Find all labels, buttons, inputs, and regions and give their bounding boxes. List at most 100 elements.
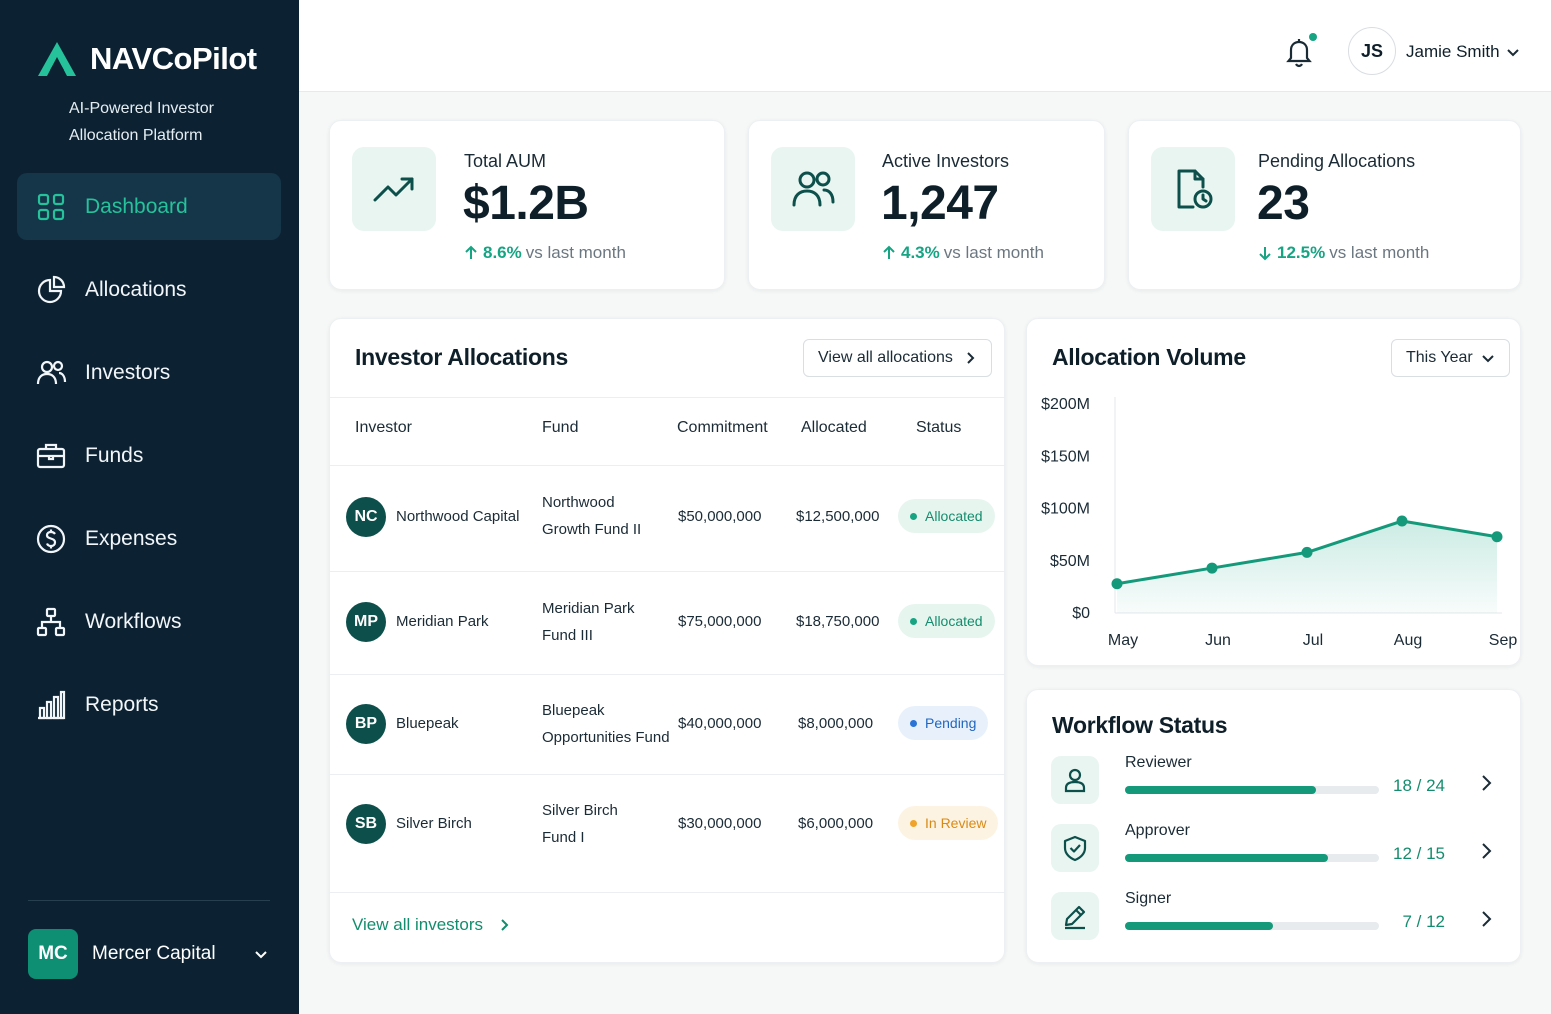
sidebar-item-label: Funds <box>85 443 144 467</box>
users-icon <box>792 171 835 207</box>
column-header-allocated[interactable]: Allocated <box>801 419 867 436</box>
users-icon <box>36 360 67 384</box>
fund-name-line1: Silver Birch <box>542 802 618 819</box>
pen-icon <box>1064 905 1086 930</box>
workflow-item-signer[interactable]: Signer 7 / 12 <box>1051 890 1501 942</box>
stat-change-percent: 8.6% <box>483 243 522 262</box>
arrow-up-icon <box>883 245 895 259</box>
allocation-volume-card: Allocation Volume This Year $0 $50M $100M $… <box>1026 318 1521 666</box>
briefcase-icon <box>36 443 66 468</box>
chevron-right-icon[interactable] <box>1477 842 1495 860</box>
table-row[interactable]: SB Silver Birch Silver Birch Fund I $30,… <box>330 775 1005 875</box>
bell-icon[interactable] <box>1284 36 1314 68</box>
sidebar-item-label: Workflows <box>85 609 182 633</box>
status-label: In Review <box>925 815 987 831</box>
investor-avatar: BP <box>346 704 386 744</box>
allocated-value: $12,500,000 <box>796 508 880 525</box>
table-divider <box>330 892 1005 893</box>
sidebar-item-investors[interactable]: Investors <box>17 339 281 406</box>
user-name[interactable]: Jamie Smith <box>1406 42 1500 61</box>
workflow-status-card: Workflow Status Reviewer 18 / 24 Approve… <box>1026 689 1521 963</box>
chart-data-point[interactable] <box>1301 546 1313 558</box>
progress-track <box>1125 786 1379 794</box>
sidebar-item-label: Allocations <box>85 277 187 301</box>
table-row[interactable]: BP Bluepeak Bluepeak Opportunities Fund … <box>330 675 1005 775</box>
fund-name-line2: Fund I <box>542 829 585 846</box>
card-title: Investor Allocations <box>355 344 568 370</box>
allocated-value: $6,000,000 <box>798 815 874 832</box>
workflow-label: Reviewer <box>1125 754 1192 771</box>
chevron-right-icon[interactable] <box>1477 910 1495 928</box>
investor-avatar: SB <box>346 804 386 844</box>
stat-card-active-investors: Active Investors 1,247 4.3% vs last mont… <box>748 120 1105 290</box>
y-tick-label: $150M <box>1041 448 1090 465</box>
org-switcher[interactable]: MC Mercer Capital <box>28 928 270 980</box>
brand-name: NAVCoPilot <box>90 41 257 76</box>
sidebar-item-allocations[interactable]: Allocations <box>17 256 281 323</box>
chevron-down-icon[interactable] <box>1505 44 1521 60</box>
status-badge: Pending <box>898 706 989 740</box>
stat-change-percent: 12.5% <box>1277 243 1326 262</box>
investor-name: Meridian Park <box>396 613 489 630</box>
sidebar-item-reports[interactable]: Reports <box>17 671 281 738</box>
column-header-status[interactable]: Status <box>916 419 962 436</box>
fund-name-line2: Fund III <box>542 627 593 644</box>
chart-data-point[interactable] <box>1491 531 1503 543</box>
fund-name-line2: Opportunities Fund <box>542 729 670 746</box>
table-row[interactable]: NC Northwood Capital Northwood Growth Fu… <box>330 467 1005 567</box>
chevron-right-icon <box>501 919 509 931</box>
status-badge: In Review <box>898 806 999 840</box>
workflow-count: 12 / 15 <box>1393 844 1445 863</box>
investor-name: Bluepeak <box>396 715 459 732</box>
sidebar-item-label: Expenses <box>85 526 178 550</box>
chevron-right-icon[interactable] <box>1477 774 1495 792</box>
top-header: JS Jamie Smith <box>299 0 1551 92</box>
workflow-item-approver[interactable]: Approver 12 / 15 <box>1051 822 1501 874</box>
progress-fill <box>1125 786 1316 794</box>
y-tick-label: $0 <box>1072 605 1090 622</box>
workflow-icon-box <box>1051 824 1099 872</box>
chart-data-point[interactable] <box>1111 578 1123 590</box>
x-tick-label: Jul <box>1303 632 1323 649</box>
sidebar-item-dashboard[interactable]: Dashboard <box>17 173 281 240</box>
dollar-circle-icon <box>36 524 66 553</box>
fund-name-line1: Bluepeak <box>542 702 605 719</box>
column-header-investor[interactable]: Investor <box>355 419 412 436</box>
y-tick-label: $100M <box>1041 501 1090 518</box>
chevron-down-icon <box>1482 355 1494 363</box>
investor-allocations-card: Investor Allocations View all allocation… <box>329 318 1005 963</box>
allocation-volume-chart: $0 $50M $100M $150M $200M May Jun Jul Aug Sep <box>1041 396 1517 649</box>
commitment-value: $40,000,000 <box>678 715 762 732</box>
brand[interactable]: NAVCoPilot <box>36 40 257 78</box>
stat-change-suffix: vs last month <box>525 243 626 262</box>
user-avatar[interactable]: JS <box>1348 27 1396 75</box>
table-row[interactable]: MP Meridian Park Meridian Park Fund III … <box>330 572 1005 672</box>
chart-data-point[interactable] <box>1396 515 1408 527</box>
arrow-down-icon <box>1259 247 1271 261</box>
sidebar-item-funds[interactable]: Funds <box>17 422 281 489</box>
workflow-item-reviewer[interactable]: Reviewer 18 / 24 <box>1051 754 1501 806</box>
sidebar-item-expenses[interactable]: Expenses <box>17 505 281 572</box>
sidebar-item-workflows[interactable]: Workflows <box>17 588 281 655</box>
column-header-fund[interactable]: Fund <box>542 419 579 436</box>
chart-data-point[interactable] <box>1206 562 1218 574</box>
fund-name-line1: Northwood <box>542 494 615 511</box>
stat-label: Total AUM <box>464 151 547 171</box>
column-header-commitment[interactable]: Commitment <box>677 419 768 436</box>
stat-value: 23 <box>1257 177 1310 230</box>
x-tick-label: May <box>1108 632 1138 649</box>
brand-tagline: AI-Powered Investor Allocation Platform <box>69 100 214 144</box>
view-all-investors-link[interactable]: View all investors <box>352 915 511 935</box>
workflow-label: Signer <box>1125 890 1172 907</box>
stat-value: $1.2B <box>463 177 589 230</box>
period-select-value: This Year <box>1406 349 1473 366</box>
chevron-down-icon <box>255 951 267 959</box>
status-dot <box>910 617 917 625</box>
stat-change: 8.6% vs last month <box>463 243 626 263</box>
view-all-allocations-button[interactable]: View all allocations <box>803 339 992 377</box>
fund-name-line1: Meridian Park <box>542 600 635 617</box>
period-select[interactable]: This Year <box>1391 339 1510 377</box>
button-label: View all allocations <box>818 349 953 366</box>
arrow-up-icon <box>465 245 477 259</box>
link-label: View all investors <box>352 915 484 934</box>
